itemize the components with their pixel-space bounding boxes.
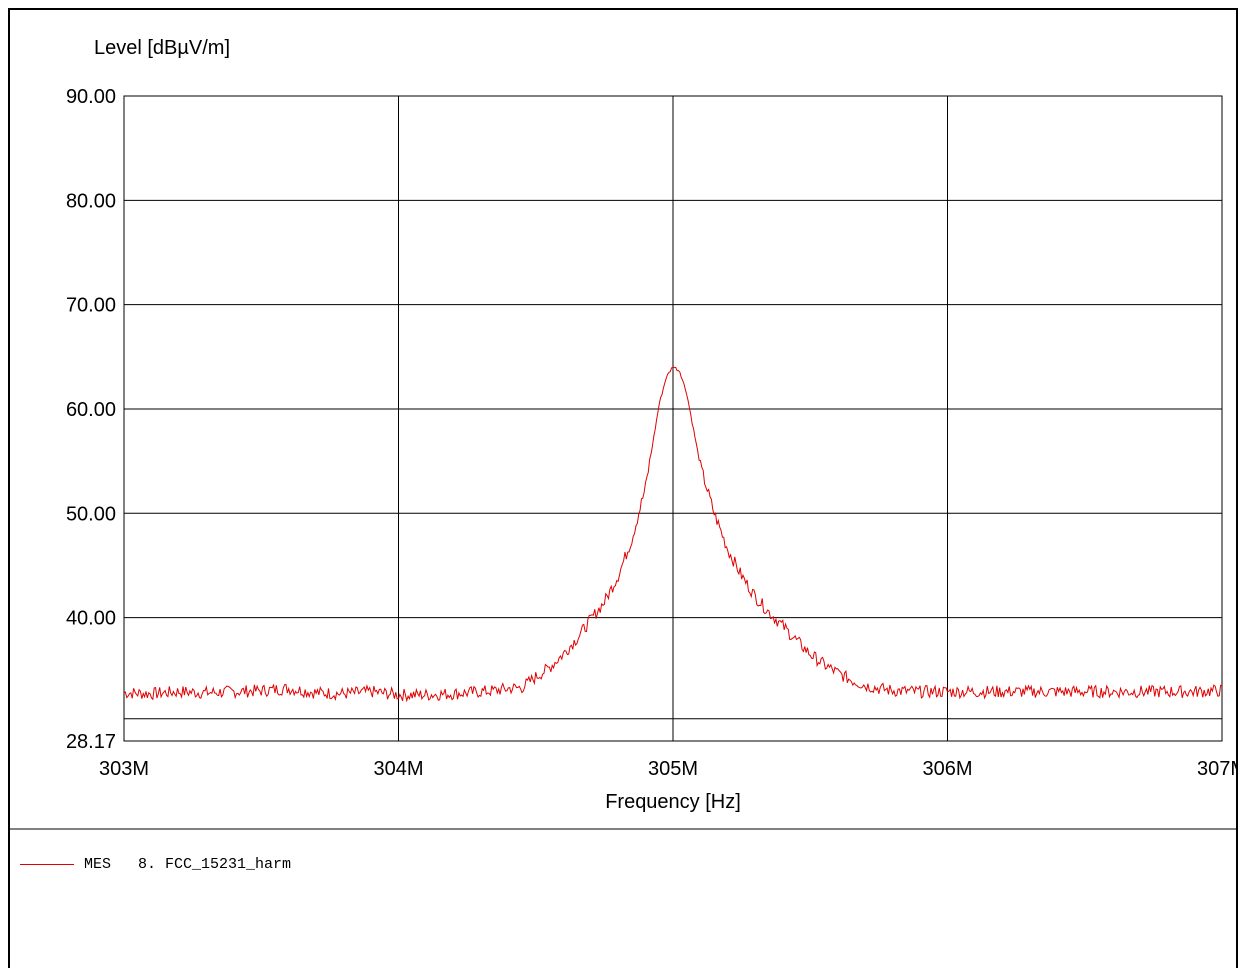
- y-tick-label: 70.00: [66, 295, 116, 317]
- x-tick-labels: 303M 304M 305M 306M 307M: [99, 758, 1236, 780]
- y-tick-label: 40.00: [66, 608, 116, 630]
- spectrum-chart: 28.17 40.00 50.00 60.00 70.00 80.00 90.00 303M…: [10, 37, 1236, 830]
- y-tick-label: 28.17: [66, 731, 116, 753]
- legend: MES 8. FCC_15231_harm: [20, 852, 291, 876]
- y-axis-label: Level [dBµV/m]: [94, 37, 230, 59]
- y-tick-label: 80.00: [66, 190, 116, 212]
- x-tick-label: 304M: [373, 758, 423, 780]
- y-tick-label: 60.00: [66, 399, 116, 421]
- grid: [123, 95, 1223, 742]
- x-axis-label: Frequency [Hz]: [605, 791, 741, 813]
- x-tick-label: 307M: [1197, 758, 1236, 780]
- legend-series-name: MES 8. FCC_15231_harm: [84, 855, 292, 873]
- x-tick-label: 306M: [922, 758, 972, 780]
- y-tick-labels: 28.17 40.00 50.00 60.00 70.00 80.00 90.00: [66, 86, 116, 753]
- series-layer: [123, 366, 1223, 703]
- legend-swatch: [20, 863, 74, 865]
- y-tick-label: 90.00: [66, 86, 116, 108]
- chart-frame: 28.17 40.00 50.00 60.00 70.00 80.00 90.00 303M…: [8, 8, 1238, 968]
- series-line: [123, 366, 1223, 703]
- x-tick-label: 305M: [648, 758, 698, 780]
- x-tick-label: 303M: [99, 758, 149, 780]
- y-tick-label: 50.00: [66, 503, 116, 525]
